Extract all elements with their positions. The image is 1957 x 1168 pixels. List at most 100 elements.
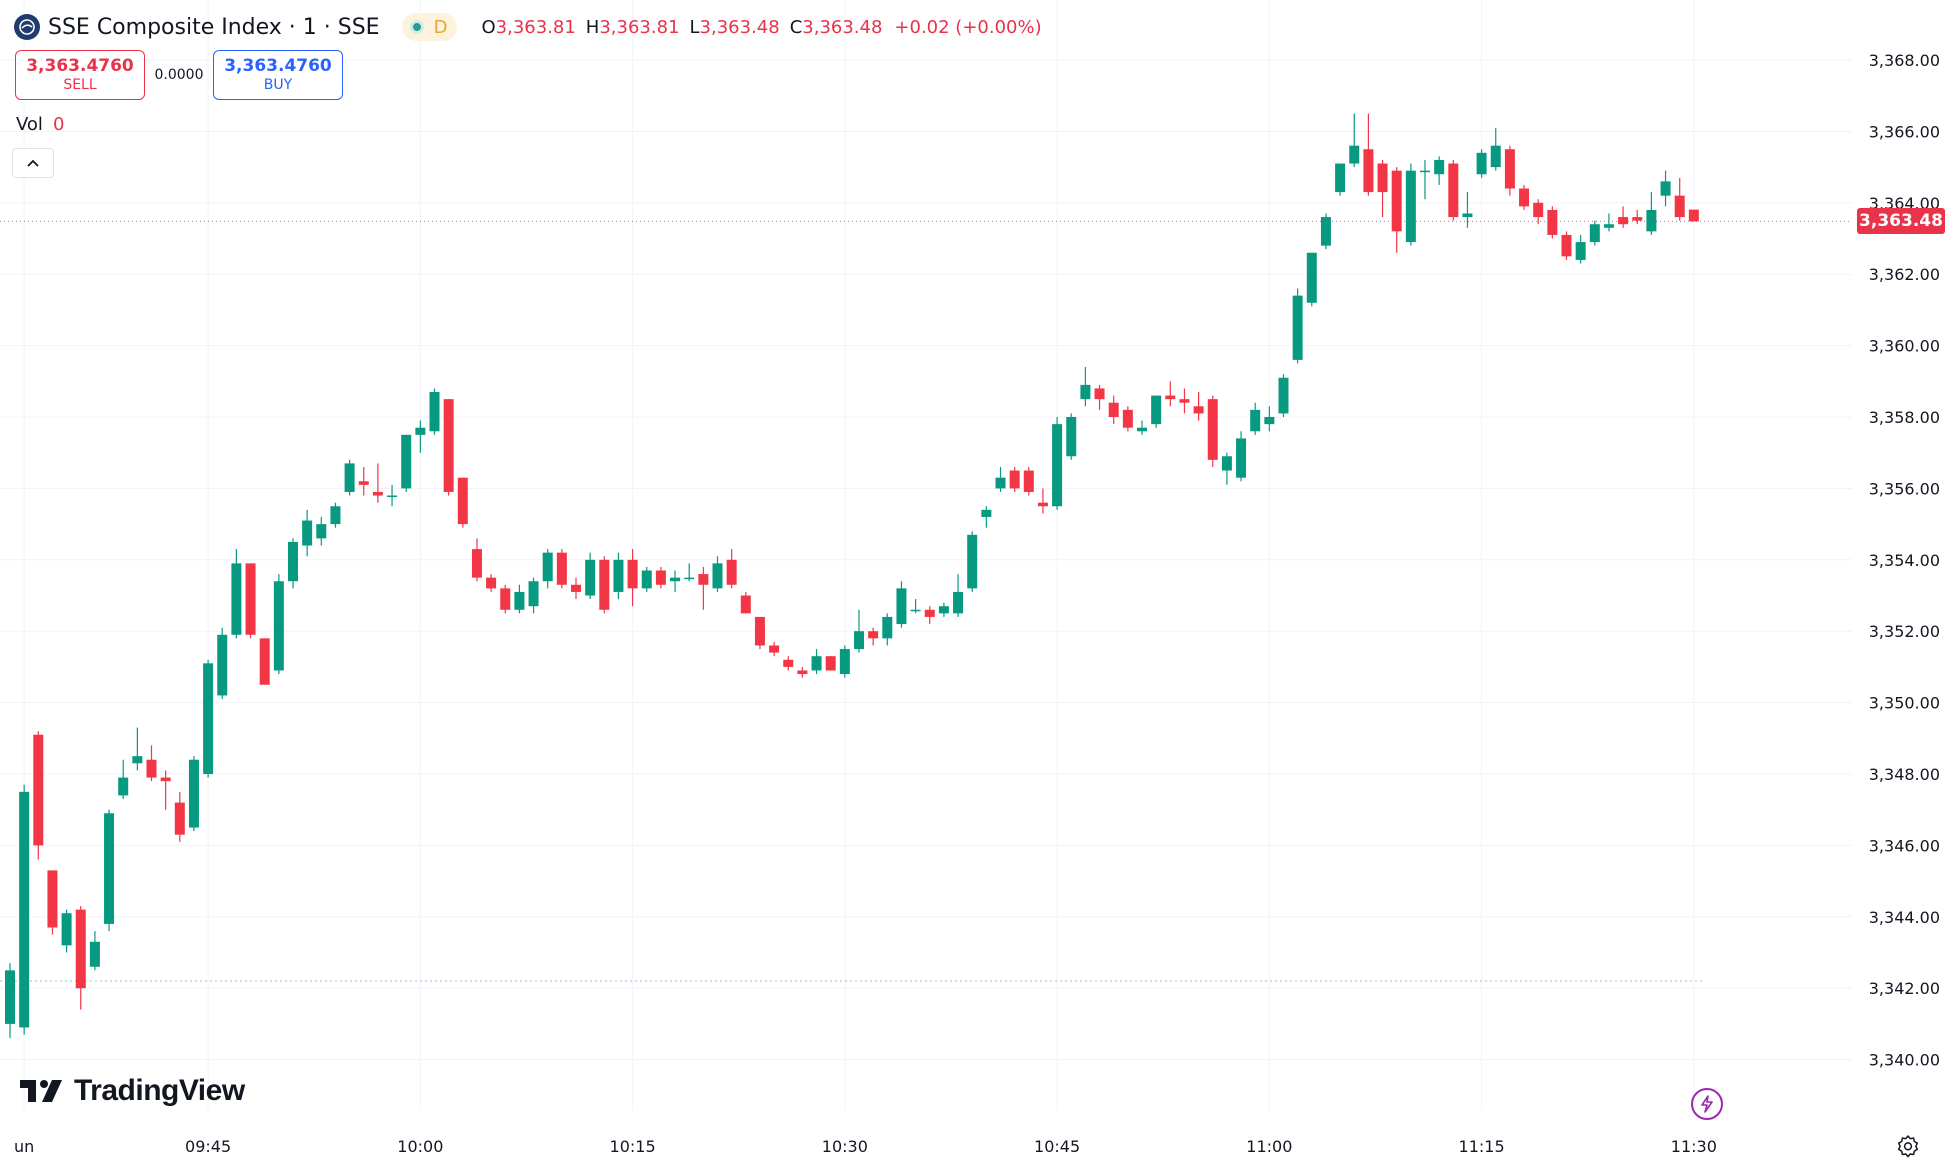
candle-body: [1320, 217, 1331, 246]
candle-body: [712, 563, 723, 589]
candle-body: [882, 616, 893, 639]
candle-body: [1420, 170, 1430, 173]
candle-body: [1533, 202, 1544, 218]
candle-body: [1023, 470, 1034, 492]
candle-body: [953, 591, 964, 614]
candle-body: [1561, 234, 1572, 257]
y-tick-label: 3,364.00: [1869, 194, 1940, 213]
spread-value: 0.0000: [154, 67, 204, 83]
candle-body: [288, 541, 298, 582]
low-label: L: [689, 16, 700, 38]
candle-body: [1632, 217, 1643, 221]
collapse-legend-button[interactable]: [12, 148, 54, 178]
x-tick-label: 11:30: [1671, 1137, 1717, 1156]
y-tick-label: 3,356.00: [1869, 479, 1940, 498]
candle-body: [358, 481, 369, 485]
candle-body: [203, 663, 214, 774]
candle-body: [1179, 399, 1190, 403]
candle-body: [613, 559, 624, 592]
candle-body: [1236, 438, 1247, 478]
candle-body: [839, 649, 850, 675]
chevron-up-icon: [27, 159, 39, 167]
x-tick-label: un: [14, 1137, 34, 1156]
symbol-title[interactable]: SSE Composite Index · 1 · SSE: [48, 14, 380, 40]
market-status-label: D: [433, 16, 448, 38]
candle-body: [160, 777, 171, 782]
candle-body: [599, 559, 610, 610]
candle-body: [188, 759, 199, 828]
x-tick-label: 09:45: [185, 1137, 231, 1156]
candle-body: [1009, 470, 1020, 489]
chart-settings-button[interactable]: [1896, 1134, 1920, 1158]
candle-body: [769, 645, 780, 653]
candle-body: [132, 756, 143, 764]
candle-body: [387, 495, 398, 498]
x-tick-label: 10:00: [397, 1137, 443, 1156]
candle-body: [1122, 409, 1133, 428]
y-tick-label: 3,360.00: [1869, 337, 1940, 356]
candle-body: [1575, 242, 1586, 260]
candle-body: [924, 609, 935, 617]
candle-body: [1278, 377, 1289, 414]
candle-body: [47, 870, 58, 928]
candle-body: [217, 634, 228, 696]
candle-body: [1165, 395, 1176, 400]
candle-body: [1603, 224, 1614, 228]
symbol-legend: SSE Composite Index · 1 · SSE D O3,363.8…: [14, 12, 1042, 42]
candle-body: [571, 584, 581, 592]
x-tick-label: 11:15: [1459, 1137, 1505, 1156]
candle-body: [967, 534, 978, 589]
buy-button[interactable]: 3,363.4760 BUY: [213, 50, 343, 100]
candle-body: [1688, 209, 1699, 222]
y-tick-label: 3,340.00: [1869, 1051, 1940, 1070]
candle-body: [740, 595, 751, 614]
y-tick-label: 3,366.00: [1869, 122, 1940, 141]
candle-body: [1207, 399, 1218, 460]
candle-body: [698, 574, 709, 585]
volume-legend[interactable]: Vol 0: [16, 114, 64, 135]
candle-body: [344, 463, 355, 492]
candle-body: [854, 631, 864, 650]
market-status-badge[interactable]: D: [401, 13, 458, 41]
candle-body: [1066, 417, 1077, 457]
candle-body: [811, 656, 822, 671]
y-tick-label: 3,346.00: [1869, 836, 1940, 855]
tradingview-logo[interactable]: TradingView: [20, 1074, 245, 1108]
x-tick-label: 10:15: [610, 1137, 656, 1156]
bolt-button[interactable]: [1691, 1088, 1723, 1120]
candle-body: [330, 506, 341, 525]
candle-body: [471, 549, 482, 578]
low-value: 3,363.48: [699, 16, 780, 38]
sell-label: SELL: [63, 77, 97, 93]
candle-body: [1462, 213, 1473, 218]
candle-body: [1589, 224, 1600, 243]
candle-body: [302, 520, 313, 546]
close-label: C: [789, 16, 803, 38]
candle-body: [797, 670, 808, 675]
market-open-dot-icon: [409, 20, 424, 34]
candle-body: [1519, 188, 1530, 207]
volume-value: 0: [52, 114, 65, 135]
candle-body: [783, 659, 794, 667]
y-tick-label: 3,358.00: [1869, 408, 1940, 427]
candle-body: [670, 577, 681, 582]
candle-body: [528, 581, 539, 607]
last-price-tag: 3,363.48: [1857, 208, 1945, 235]
candle-body: [1618, 217, 1629, 225]
y-tick-label: 3,352.00: [1869, 622, 1940, 641]
buy-label: BUY: [263, 77, 293, 93]
y-tick-label: 3,362.00: [1869, 265, 1940, 284]
candle-body: [825, 656, 836, 671]
sell-button[interactable]: 3,363.4760 SELL: [15, 50, 145, 100]
buy-price: 3,363.4760: [224, 56, 332, 76]
y-tick-label: 3,354.00: [1869, 551, 1940, 570]
candle-body: [1504, 149, 1515, 189]
candle-body: [1434, 159, 1445, 175]
candle-body: [33, 734, 44, 846]
candle-body: [146, 759, 157, 778]
x-tick-label: 10:30: [822, 1137, 868, 1156]
candle-body: [641, 570, 652, 589]
candle-body: [938, 606, 949, 614]
candle-body: [1037, 502, 1048, 507]
